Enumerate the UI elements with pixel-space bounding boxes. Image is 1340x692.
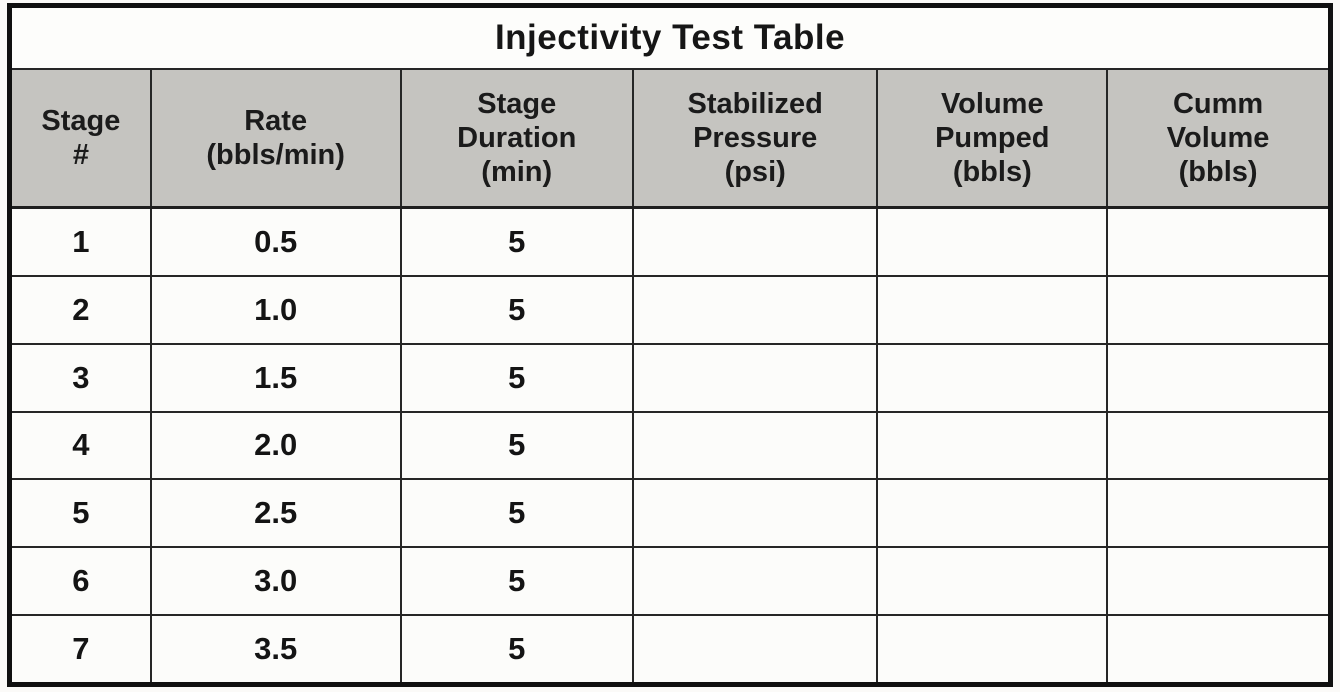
cell-volume-pumped <box>876 342 1109 413</box>
cell-volume-pumped <box>876 274 1109 345</box>
column-header-cumm-volume: Cumm Volume (bbls) <box>1106 68 1332 209</box>
cell-volume-pumped <box>876 410 1109 481</box>
cell-cumm-volume <box>1106 342 1332 413</box>
cell-cumm-volume <box>1106 410 1332 481</box>
cell-stage: 7 <box>8 614 152 686</box>
cell-stage: 3 <box>8 342 152 413</box>
cell-rate: 3.0 <box>149 546 402 617</box>
cell-stage: 5 <box>8 478 152 549</box>
title-row: Injectivity Test Table <box>8 4 1332 70</box>
cell-rate: 1.0 <box>149 274 402 345</box>
cell-duration: 5 <box>399 410 634 481</box>
cell-stage: 4 <box>8 410 152 481</box>
cell-duration: 5 <box>399 546 634 617</box>
cell-pressure <box>631 274 879 345</box>
cell-pressure <box>631 546 879 617</box>
header-row: Stage # Rate (bbls/min) Stage Duration (… <box>8 68 1332 209</box>
cell-rate: 1.5 <box>149 342 402 413</box>
cell-duration: 5 <box>399 342 634 413</box>
injectivity-test-table: Injectivity Test Table Stage # Rate (bbl… <box>7 3 1333 687</box>
cell-rate: 0.5 <box>149 206 402 277</box>
cell-stage: 1 <box>8 206 152 277</box>
column-header-volume-pumped: Volume Pumped (bbls) <box>876 68 1109 209</box>
table-row: 6 3.0 5 <box>8 546 1332 617</box>
cell-rate: 2.5 <box>149 478 402 549</box>
cell-pressure <box>631 410 879 481</box>
table-body: 1 0.5 5 2 1.0 5 3 1.5 5 4 2.0 5 5 2.5 5 6 3.0 5 7 3.5 5 <box>8 206 1332 686</box>
cell-stage: 2 <box>8 274 152 345</box>
table-row: 1 0.5 5 <box>8 206 1332 277</box>
cell-volume-pumped <box>876 478 1109 549</box>
cell-duration: 5 <box>399 206 634 277</box>
cell-pressure <box>631 206 879 277</box>
cell-duration: 5 <box>399 614 634 686</box>
cell-volume-pumped <box>876 546 1109 617</box>
cell-pressure <box>631 478 879 549</box>
cell-stage: 6 <box>8 546 152 617</box>
cell-cumm-volume <box>1106 274 1332 345</box>
cell-volume-pumped <box>876 206 1109 277</box>
table-row: 7 3.5 5 <box>8 614 1332 686</box>
cell-volume-pumped <box>876 614 1109 686</box>
column-header-duration: Stage Duration (min) <box>399 68 634 209</box>
cell-cumm-volume <box>1106 614 1332 686</box>
cell-pressure <box>631 342 879 413</box>
column-header-rate: Rate (bbls/min) <box>149 68 402 209</box>
table-row: 4 2.0 5 <box>8 410 1332 481</box>
injectivity-table-sheet: Injectivity Test Table Stage # Rate (bbl… <box>7 3 1333 687</box>
column-header-pressure: Stabilized Pressure (psi) <box>631 68 879 209</box>
cell-rate: 3.5 <box>149 614 402 686</box>
cell-duration: 5 <box>399 274 634 345</box>
cell-cumm-volume <box>1106 478 1332 549</box>
cell-cumm-volume <box>1106 206 1332 277</box>
table-title: Injectivity Test Table <box>8 4 1332 70</box>
column-header-stage: Stage # <box>8 68 152 209</box>
table-row: 3 1.5 5 <box>8 342 1332 413</box>
table-row: 5 2.5 5 <box>8 478 1332 549</box>
cell-duration: 5 <box>399 478 634 549</box>
cell-cumm-volume <box>1106 546 1332 617</box>
cell-pressure <box>631 614 879 686</box>
table-row: 2 1.0 5 <box>8 274 1332 345</box>
cell-rate: 2.0 <box>149 410 402 481</box>
